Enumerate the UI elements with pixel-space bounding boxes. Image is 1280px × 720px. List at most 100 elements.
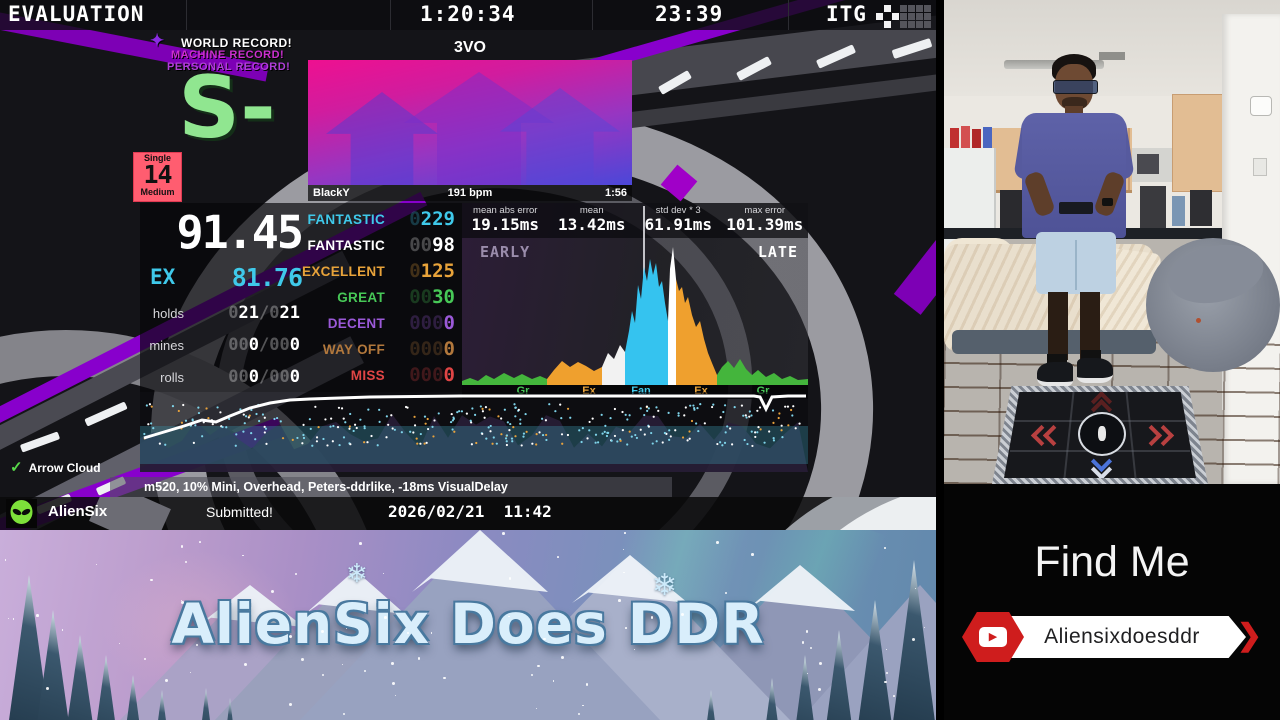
ex-percent: 81.76 — [231, 263, 303, 292]
snow-dot — [300, 657, 304, 661]
snow-dot — [556, 556, 559, 558]
difficulty-level: 14 — [143, 160, 172, 189]
youtube-channel-button[interactable]: Aliensixdoesddr ▶ ❯ — [962, 612, 1262, 662]
stream-sidebar: Find Me Aliensixdoesddr ▶ ❯ — [944, 0, 1280, 720]
microwave — [1132, 148, 1172, 182]
snowflake-icon: ❄ — [652, 569, 678, 602]
snow-dot — [181, 600, 185, 605]
player-phone — [1059, 202, 1093, 214]
snow-dot — [417, 657, 421, 660]
snow-dot — [384, 615, 387, 619]
song-title: 3VO — [453, 39, 486, 56]
snow-dot — [342, 663, 344, 666]
rolls-value: 000/000 — [228, 367, 300, 387]
histogram-area-fantastic-early — [602, 345, 625, 385]
histogram-area-excellent-early — [547, 361, 602, 385]
snow-dot — [724, 592, 727, 595]
judgment-row: MISS 0000 — [350, 364, 455, 386]
snow-dot — [633, 648, 636, 651]
score-percent: 91.45 — [176, 206, 304, 259]
check-icon: ✓ — [10, 459, 23, 476]
snow-dot — [288, 703, 292, 707]
player-leg — [1048, 292, 1068, 360]
snow-dot — [801, 641, 805, 645]
snow-dot — [243, 662, 247, 666]
personal-record-label: PERSONAL RECORD! — [167, 61, 291, 73]
arrow-cloud-label: Arrow Cloud — [28, 461, 101, 475]
snow-dot — [196, 644, 199, 647]
pad-center-logo — [1078, 412, 1126, 456]
snow-dot — [892, 695, 895, 698]
holds-label: holds — [152, 306, 184, 321]
snow-dot — [625, 627, 627, 629]
player-avatar — [6, 499, 37, 528]
webcam-feed — [944, 0, 1280, 484]
snow-dot — [819, 661, 823, 665]
pad-left-arrow-icon — [1042, 424, 1065, 447]
snow-dot — [751, 553, 754, 556]
snow-dot — [709, 619, 711, 621]
player-leg — [1080, 292, 1100, 360]
timing-stats: mean abs error 19.15ms mean 13.42ms std de… — [462, 203, 808, 238]
snow-dot — [45, 686, 49, 690]
song-bpm: 191 bpm — [447, 187, 493, 199]
snow-dot — [4, 559, 7, 561]
early-label: EARLY — [480, 243, 531, 261]
difficulty-box: Single 14 Medium — [133, 152, 182, 202]
itg-meter-icon — [876, 5, 931, 28]
snow-dot — [807, 672, 809, 674]
snow-dot — [61, 629, 63, 631]
snow-dot — [885, 671, 889, 675]
snow-dot — [586, 683, 589, 686]
snow-dot — [391, 681, 395, 685]
snow-dot — [143, 657, 146, 660]
snow-dot — [164, 679, 168, 683]
late-label: LATE — [757, 243, 798, 261]
machine-record-label: MACHINE RECORD! — [171, 49, 285, 61]
judgment-row: FANTASTIC 0098 — [307, 234, 455, 256]
stat-mean-abs-error: mean abs error 19.15ms — [471, 205, 539, 234]
song-duration: 1:56 — [604, 187, 627, 199]
snow-dot — [914, 588, 917, 590]
rolls-row: rolls 000/000 — [140, 367, 310, 391]
snow-dot — [623, 549, 625, 551]
chevron-right-icon: ❯ — [1236, 619, 1262, 652]
player-glasses — [1053, 80, 1098, 94]
snow-dot — [623, 571, 625, 574]
snowflake-icon: ❄ — [346, 558, 368, 588]
snow-dot — [391, 662, 394, 665]
snow-dot — [288, 634, 292, 638]
snow-dot — [13, 618, 15, 620]
player-shoe — [1037, 362, 1073, 387]
snow-dot — [681, 612, 685, 616]
bean-bag-spot — [1196, 318, 1201, 323]
snow-dot — [817, 687, 821, 691]
banner-title: AlienSix Does DDR — [171, 592, 765, 656]
histogram-area-excellent-late — [676, 279, 717, 385]
channel-name[interactable]: Aliensixdoesddr — [998, 616, 1246, 658]
snow-dot — [560, 656, 564, 660]
youtube-icon[interactable]: ▶ — [962, 612, 1024, 662]
life-graph-chart — [140, 394, 808, 472]
snow-dot — [180, 599, 182, 601]
timing-histogram-chart — [462, 247, 808, 385]
histogram-area-great-early — [462, 373, 547, 385]
snow-dot — [189, 671, 192, 674]
judgment-row: GREAT 0030 — [337, 286, 455, 308]
difficulty-chart: Medium — [140, 187, 175, 197]
judgment-row: EXCELLENT 0125 — [302, 260, 455, 282]
snow-dot — [343, 713, 346, 715]
snow-dot — [509, 577, 512, 580]
snow-dot — [923, 626, 926, 629]
histogram-area-fantastic-core — [625, 259, 668, 385]
song-info-bar: BlackY 191 bpm 1:56 — [308, 185, 632, 201]
score-panel: 91.45 EX 81.76 holds 021/021 mines 000/0… — [140, 203, 462, 392]
life-line — [143, 394, 806, 440]
snow-dot — [884, 547, 886, 550]
judgment-row: FANTASTIC 0229 — [307, 208, 455, 230]
snow-dot — [911, 637, 915, 641]
snow-dot — [553, 680, 555, 682]
player-shoe — [1077, 358, 1113, 383]
snow-dot — [883, 680, 887, 684]
letter-grade: S- — [178, 58, 276, 158]
